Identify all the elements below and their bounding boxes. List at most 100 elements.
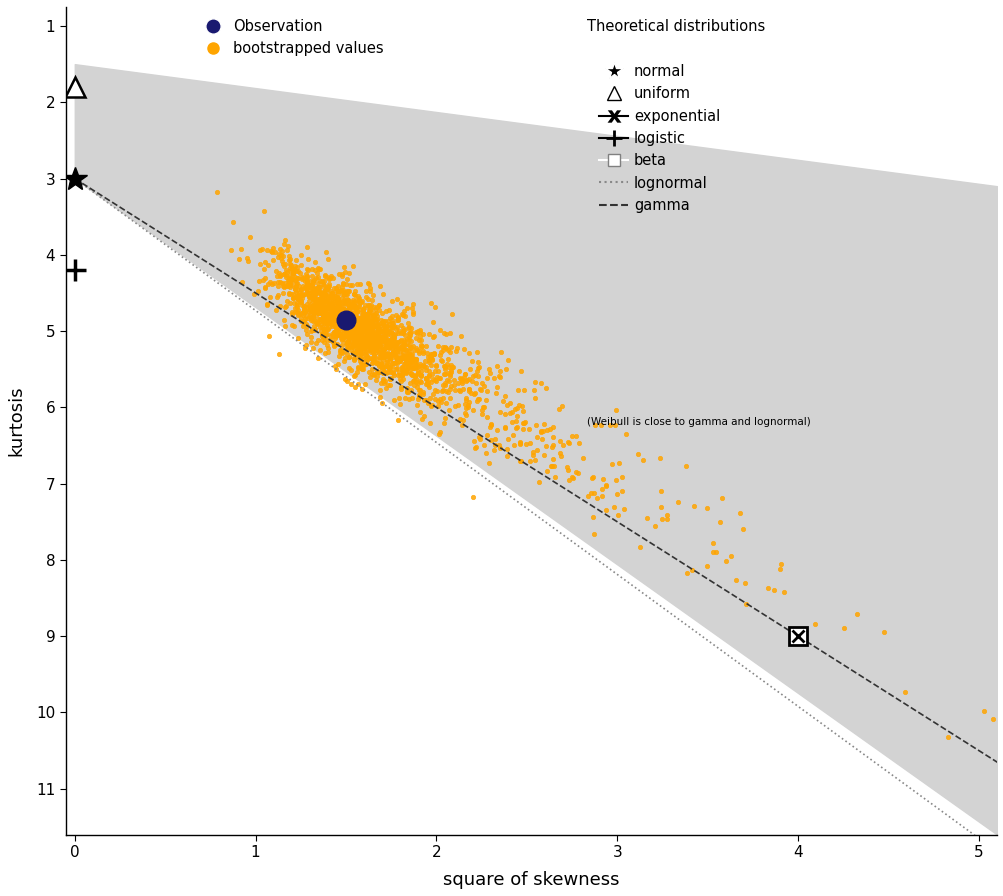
bootstrapped values bbox=[353, 311, 369, 325]
bootstrapped values bbox=[339, 337, 355, 351]
bootstrapped values bbox=[387, 347, 403, 361]
bootstrapped values bbox=[340, 324, 356, 339]
bootstrapped values bbox=[308, 302, 324, 316]
bootstrapped values bbox=[338, 272, 354, 287]
bootstrapped values bbox=[337, 350, 353, 365]
bootstrapped values bbox=[331, 267, 347, 281]
bootstrapped values bbox=[458, 391, 474, 405]
bootstrapped values bbox=[272, 298, 288, 313]
bootstrapped values bbox=[360, 321, 376, 335]
bootstrapped values bbox=[337, 303, 353, 317]
bootstrapped values bbox=[378, 334, 394, 349]
bootstrapped values bbox=[383, 313, 399, 327]
bootstrapped values bbox=[362, 341, 378, 356]
bootstrapped values bbox=[403, 392, 419, 406]
bootstrapped values bbox=[531, 475, 547, 489]
bootstrapped values bbox=[371, 297, 387, 312]
bootstrapped values bbox=[351, 322, 367, 336]
bootstrapped values bbox=[307, 287, 323, 301]
bootstrapped values bbox=[571, 436, 587, 451]
bootstrapped values bbox=[364, 342, 380, 357]
bootstrapped values bbox=[436, 375, 452, 390]
bootstrapped values bbox=[362, 332, 378, 346]
bootstrapped values bbox=[312, 295, 328, 309]
bootstrapped values bbox=[414, 384, 430, 399]
bootstrapped values bbox=[338, 303, 354, 317]
bootstrapped values bbox=[340, 350, 356, 365]
bootstrapped values bbox=[440, 360, 456, 375]
bootstrapped values bbox=[357, 315, 373, 330]
bootstrapped values bbox=[302, 301, 318, 315]
bootstrapped values bbox=[291, 286, 307, 300]
bootstrapped values bbox=[400, 343, 416, 358]
bootstrapped values bbox=[364, 317, 380, 332]
bootstrapped values bbox=[276, 237, 292, 252]
bootstrapped values bbox=[511, 398, 527, 412]
bootstrapped values bbox=[367, 334, 383, 349]
bootstrapped values bbox=[279, 243, 295, 257]
bootstrapped values bbox=[386, 327, 402, 341]
bootstrapped values bbox=[405, 307, 421, 322]
bootstrapped values bbox=[311, 273, 327, 288]
bootstrapped values bbox=[404, 360, 420, 375]
bootstrapped values bbox=[407, 358, 423, 373]
bootstrapped values bbox=[346, 288, 362, 302]
bootstrapped values bbox=[435, 416, 451, 430]
bootstrapped values bbox=[334, 296, 350, 310]
bootstrapped values bbox=[341, 350, 357, 365]
bootstrapped values bbox=[299, 275, 315, 289]
bootstrapped values bbox=[407, 332, 423, 346]
bootstrapped values bbox=[309, 317, 325, 332]
bootstrapped values bbox=[559, 463, 575, 478]
bootstrapped values bbox=[350, 301, 366, 315]
bootstrapped values bbox=[395, 349, 411, 363]
bootstrapped values bbox=[410, 383, 426, 398]
bootstrapped values bbox=[426, 383, 442, 398]
bootstrapped values bbox=[342, 309, 358, 323]
bootstrapped values bbox=[717, 554, 733, 568]
bootstrapped values bbox=[340, 283, 356, 297]
bootstrapped values bbox=[281, 286, 297, 300]
bootstrapped values bbox=[607, 473, 623, 487]
bootstrapped values bbox=[281, 275, 297, 289]
bootstrapped values bbox=[404, 354, 420, 368]
bootstrapped values bbox=[386, 334, 402, 349]
bootstrapped values bbox=[327, 289, 343, 303]
bootstrapped values bbox=[296, 312, 312, 326]
bootstrapped values bbox=[379, 353, 395, 367]
bootstrapped values bbox=[349, 335, 365, 349]
bootstrapped values bbox=[344, 340, 360, 354]
bootstrapped values bbox=[347, 326, 363, 340]
bootstrapped values bbox=[381, 360, 397, 375]
bootstrapped values bbox=[320, 279, 336, 293]
bootstrapped values bbox=[320, 312, 336, 326]
bootstrapped values bbox=[365, 309, 381, 323]
bootstrapped values bbox=[361, 319, 377, 333]
bootstrapped values bbox=[298, 308, 314, 323]
bootstrapped values bbox=[381, 333, 397, 348]
bootstrapped values bbox=[350, 361, 366, 375]
bootstrapped values bbox=[392, 340, 408, 354]
bootstrapped values bbox=[411, 328, 427, 342]
bootstrapped values bbox=[328, 302, 344, 316]
bootstrapped values bbox=[436, 359, 452, 374]
bootstrapped values bbox=[365, 335, 381, 349]
bootstrapped values bbox=[365, 345, 381, 359]
bootstrapped values bbox=[354, 332, 370, 346]
bootstrapped values bbox=[292, 294, 308, 308]
bootstrapped values bbox=[507, 421, 523, 435]
bootstrapped values bbox=[388, 291, 404, 306]
bootstrapped values bbox=[362, 323, 378, 338]
bootstrapped values bbox=[704, 545, 720, 559]
bootstrapped values bbox=[361, 365, 377, 379]
bootstrapped values bbox=[397, 366, 413, 380]
bootstrapped values bbox=[337, 312, 353, 326]
bootstrapped values bbox=[429, 339, 445, 353]
bootstrapped values bbox=[363, 345, 379, 359]
bootstrapped values bbox=[321, 294, 337, 308]
bootstrapped values bbox=[353, 332, 369, 346]
bootstrapped values bbox=[412, 374, 428, 388]
bootstrapped values bbox=[297, 287, 313, 301]
bootstrapped values bbox=[295, 271, 311, 285]
bootstrapped values bbox=[522, 453, 538, 468]
